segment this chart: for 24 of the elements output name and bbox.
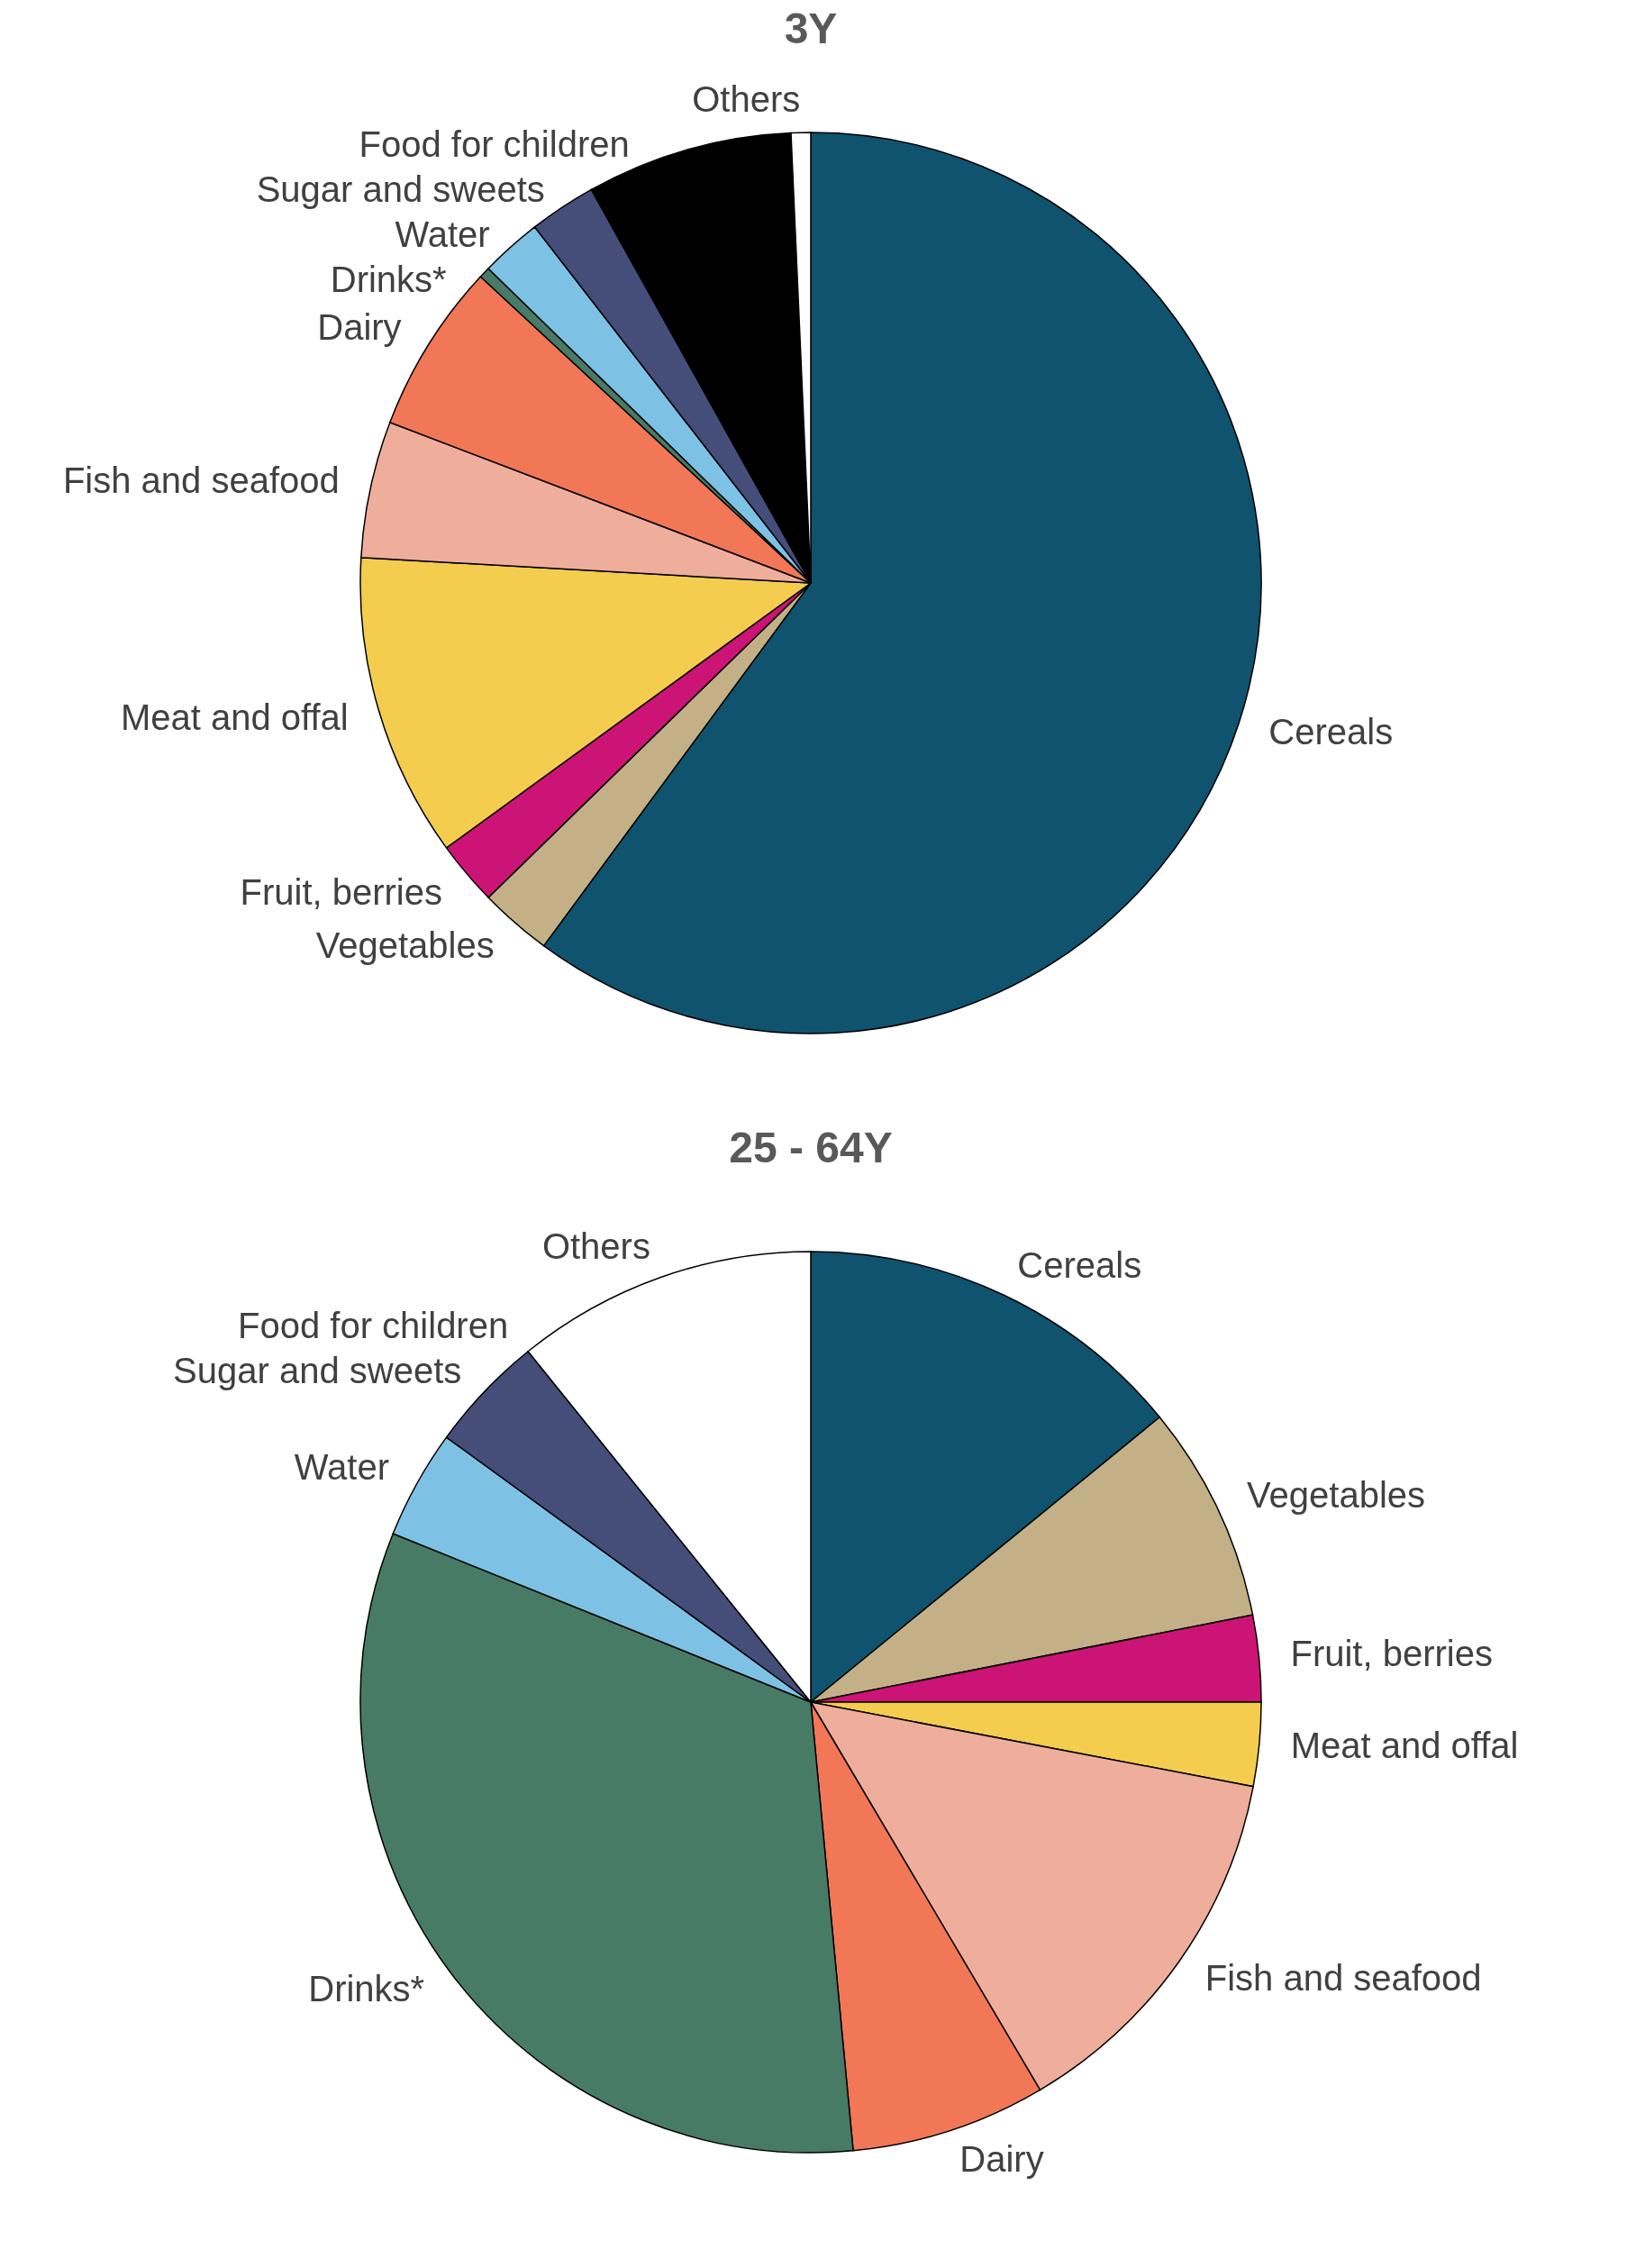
slice-label: Others — [541, 1225, 650, 1266]
slice-label: Vegetables — [315, 925, 495, 965]
slice-label: Fruit, berries — [1290, 1633, 1493, 1673]
slice-label: Cereals — [1268, 711, 1394, 751]
slice-label: Sugar and sweets — [173, 1350, 462, 1390]
slice-label: Meat and offal — [1290, 1726, 1519, 1766]
slice-label: Drinks* — [308, 1968, 425, 2008]
slice-label: Dairy — [959, 2138, 1044, 2179]
slice-label: Sugar and sweets — [256, 169, 545, 210]
slice-label: Fruit, berries — [240, 871, 443, 912]
slice-label: Water — [294, 1446, 389, 1487]
chart-title: 25 - 64Y — [729, 1124, 893, 1171]
slice-label: Drinks* — [330, 260, 447, 300]
slice-label: Cereals — [1017, 1244, 1142, 1285]
chart-title: 3Y — [784, 5, 838, 52]
slice-label: Vegetables — [1247, 1475, 1426, 1516]
slice-label: Others — [692, 79, 801, 120]
slice-label: Fish and seafood — [1204, 1957, 1482, 1998]
slice-label: Meat and offal — [120, 697, 349, 737]
category-label: Food for children — [238, 1305, 509, 1345]
slice-label: Water — [395, 214, 490, 255]
slice-label: Fish and seafood — [62, 460, 340, 501]
slice-label: Food for children — [359, 124, 630, 165]
slice-label: Dairy — [317, 306, 402, 347]
